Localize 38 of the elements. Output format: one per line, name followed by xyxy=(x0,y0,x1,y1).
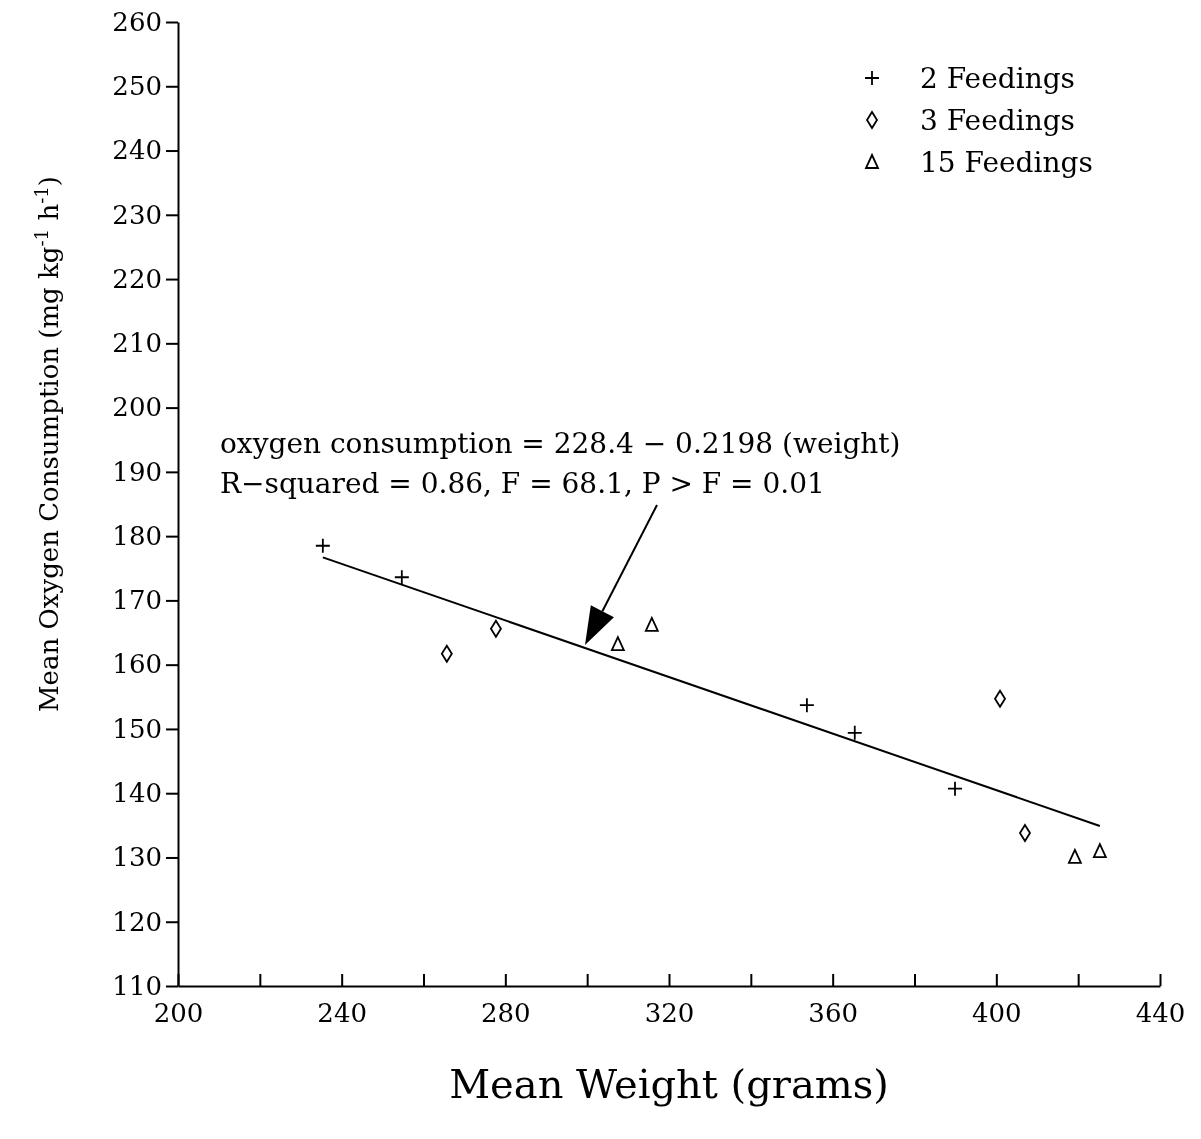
x-tick-label: 360 xyxy=(808,998,858,1029)
point xyxy=(846,724,863,741)
y-tick-label: 260 xyxy=(112,6,162,37)
x-tick-label: 240 xyxy=(317,998,367,1029)
x-tick-label: 320 xyxy=(644,998,695,1029)
legend-label: 15 Feedings xyxy=(920,146,1093,179)
legend-label: 2 Feedings xyxy=(920,62,1075,95)
annotation: oxygen consumption = 228.4 − 0.2198 (weight) xyxy=(220,427,901,460)
x-axis-title: Mean Weight (grams) xyxy=(449,1061,889,1107)
point xyxy=(798,697,815,714)
y-tick-label: 190 xyxy=(112,456,162,487)
point xyxy=(947,780,963,797)
y-tick-label: 220 xyxy=(112,263,162,294)
point xyxy=(1092,843,1107,858)
x-tick-label: 400 xyxy=(972,998,1022,1029)
legend-label: 3 Feedings xyxy=(920,104,1075,137)
y-tick-label: 160 xyxy=(112,649,162,680)
y-tick-label: 200 xyxy=(112,392,162,423)
y-tick-label: 140 xyxy=(112,778,162,809)
y-tick-label: 110 xyxy=(112,970,162,1001)
y-tick-label: 120 xyxy=(112,906,162,937)
y-tick-label: 150 xyxy=(112,713,162,744)
x-tick-label: 280 xyxy=(481,998,531,1029)
y-tick-label: 210 xyxy=(112,328,162,359)
y-tick-label: 130 xyxy=(112,842,162,873)
point xyxy=(644,616,659,632)
annotation: R−squared = 0.86, F = 68.1, P > F = 0.01 xyxy=(220,467,825,500)
point xyxy=(610,636,625,651)
y-tick-label: 250 xyxy=(112,71,162,102)
x-tick-label: 440 xyxy=(1135,998,1186,1029)
x-tick-label: 200 xyxy=(153,998,204,1029)
point xyxy=(393,569,410,586)
y-tick-label: 240 xyxy=(112,135,162,166)
y-tick-label: 230 xyxy=(112,199,162,230)
y-tick-label: 170 xyxy=(112,585,162,616)
point xyxy=(314,537,331,554)
point xyxy=(1067,848,1082,864)
y-tick-label: 180 xyxy=(112,520,162,551)
